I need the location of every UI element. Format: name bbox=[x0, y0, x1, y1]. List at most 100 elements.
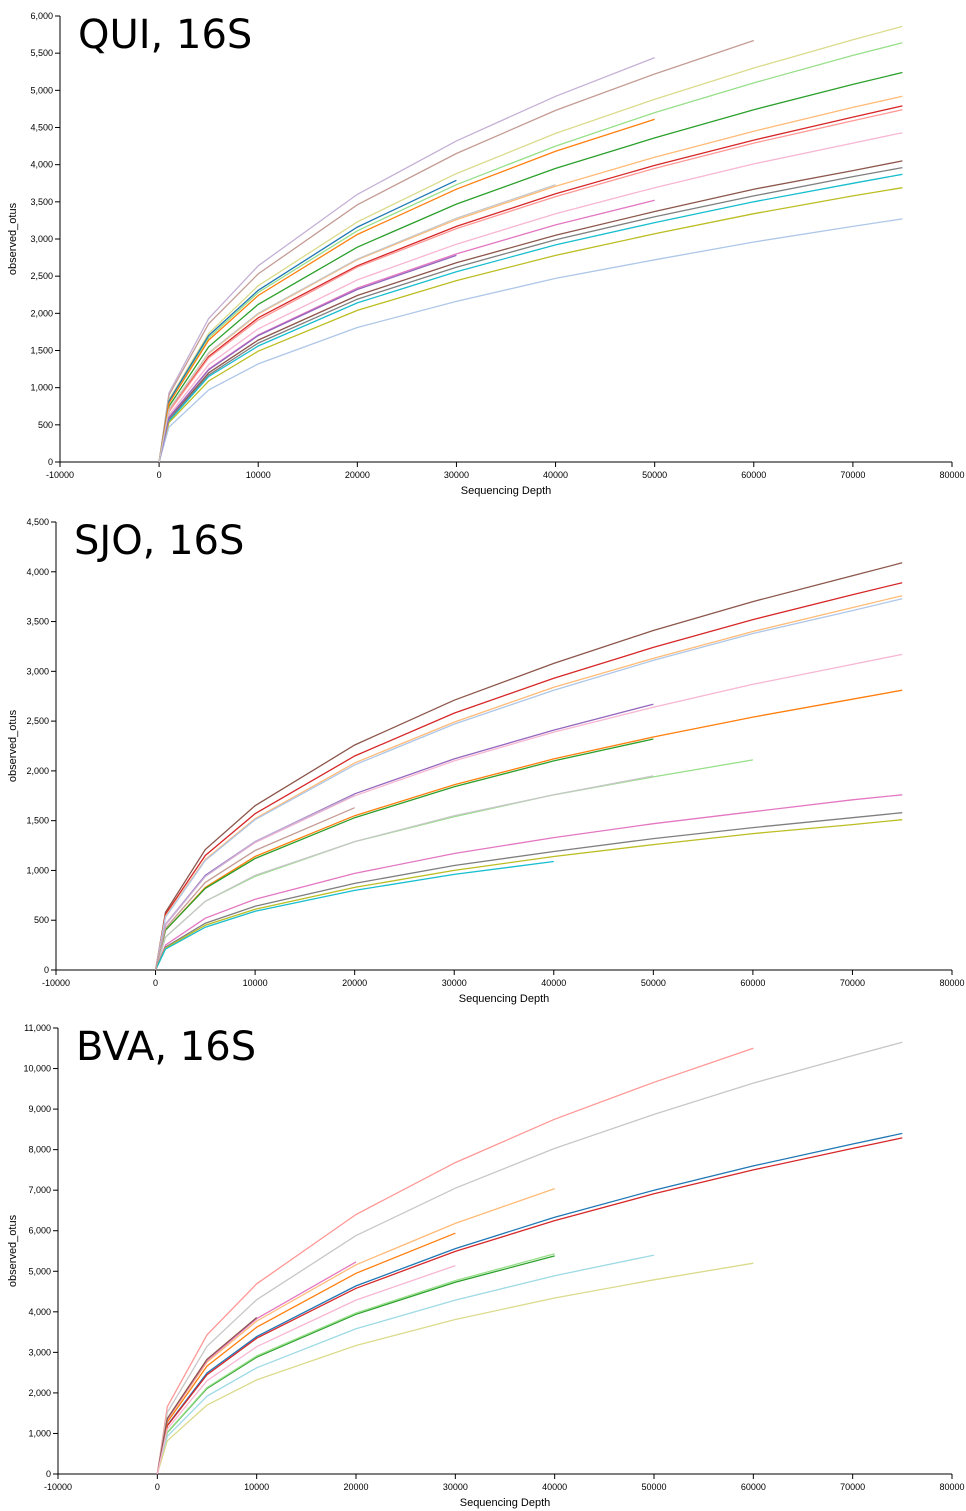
x-tick-label: 80000 bbox=[939, 1482, 964, 1492]
series-line bbox=[156, 1187, 555, 1475]
x-tick-label: 60000 bbox=[741, 470, 766, 480]
series-line bbox=[158, 160, 903, 463]
x-tick-label: 0 bbox=[153, 978, 158, 988]
x-tick-label: 80000 bbox=[939, 978, 964, 988]
y-tick-label: 4,000 bbox=[28, 1307, 51, 1317]
y-tick-label: 1,500 bbox=[26, 816, 49, 826]
x-tick-label: 70000 bbox=[840, 978, 865, 988]
series-line bbox=[158, 95, 903, 463]
chart-panel: 0 500 1,000 1,500 2,000 2,500 3,000 3,500 4,000 4… bbox=[7, 517, 965, 1005]
series-line bbox=[154, 582, 903, 971]
y-tick-label: 4,500 bbox=[26, 517, 49, 527]
series-line bbox=[154, 775, 654, 971]
x-tick-label: 20000 bbox=[342, 978, 367, 988]
y-tick-label: 3,000 bbox=[28, 1347, 51, 1357]
y-axis-label: observed_otus bbox=[7, 202, 19, 275]
y-tick-label: 3,000 bbox=[30, 234, 53, 244]
y-tick-label: 9,000 bbox=[28, 1104, 51, 1114]
x-tick-label: -10000 bbox=[44, 1482, 72, 1492]
y-tick-label: 3,500 bbox=[30, 197, 53, 207]
y-tick-label: 8,000 bbox=[28, 1145, 51, 1155]
x-tick-label: 50000 bbox=[642, 470, 667, 480]
y-tick-label: 4,500 bbox=[30, 123, 53, 133]
x-tick-label: 0 bbox=[157, 470, 162, 480]
series-line bbox=[156, 1047, 754, 1475]
y-tick-label: 6,000 bbox=[28, 1226, 51, 1236]
x-tick-label: 20000 bbox=[343, 1482, 368, 1492]
y-tick-label: 5,500 bbox=[30, 48, 53, 58]
series-line bbox=[156, 1253, 555, 1475]
series-line bbox=[156, 1262, 754, 1475]
x-tick-label: 70000 bbox=[840, 470, 865, 480]
x-tick-label: 10000 bbox=[244, 1482, 269, 1492]
y-tick-label: 5,000 bbox=[30, 85, 53, 95]
y-tick-label: 6,000 bbox=[30, 11, 53, 21]
y-tick-label: 1,000 bbox=[30, 383, 53, 393]
x-tick-label: 60000 bbox=[741, 1482, 766, 1492]
y-tick-label: 0 bbox=[48, 457, 53, 467]
y-tick-label: 1,000 bbox=[28, 1428, 51, 1438]
y-tick-label: 500 bbox=[38, 420, 53, 430]
series-line bbox=[155, 819, 903, 971]
series-line bbox=[156, 1317, 258, 1475]
y-axis-label: observed_otus bbox=[7, 709, 19, 782]
y-tick-label: 5,000 bbox=[28, 1266, 51, 1276]
series-line bbox=[154, 562, 903, 971]
y-tick-label: 0 bbox=[44, 965, 49, 975]
y-tick-label: 2,000 bbox=[28, 1388, 51, 1398]
y-tick-label: 4,000 bbox=[30, 160, 53, 170]
x-tick-label: 30000 bbox=[443, 1482, 468, 1492]
y-tick-label: 3,500 bbox=[26, 617, 49, 627]
series-line bbox=[158, 109, 903, 463]
x-tick-label: 40000 bbox=[543, 470, 568, 480]
x-tick-label: -10000 bbox=[46, 470, 74, 480]
series-line bbox=[158, 173, 903, 463]
y-tick-label: 2,500 bbox=[30, 271, 53, 281]
y-tick-label: 7,000 bbox=[28, 1185, 51, 1195]
x-tick-label: 50000 bbox=[641, 1482, 666, 1492]
y-tick-label: 2,000 bbox=[30, 308, 53, 318]
y-tick-label: 1,500 bbox=[30, 346, 53, 356]
series-line bbox=[154, 807, 355, 971]
y-tick-label: 4,000 bbox=[26, 567, 49, 577]
series-line bbox=[154, 738, 654, 971]
series-line bbox=[156, 1041, 903, 1475]
series-line bbox=[158, 187, 903, 463]
y-tick-label: 500 bbox=[34, 915, 49, 925]
x-tick-label: 20000 bbox=[345, 470, 370, 480]
series-line bbox=[158, 184, 556, 463]
series-line bbox=[154, 595, 903, 971]
x-tick-label: -10000 bbox=[42, 978, 70, 988]
y-tick-label: 2,000 bbox=[26, 766, 49, 776]
series-line bbox=[155, 812, 903, 971]
series-line bbox=[158, 25, 903, 463]
series-line bbox=[156, 1132, 903, 1475]
series-line bbox=[158, 42, 903, 463]
x-tick-label: 40000 bbox=[542, 1482, 567, 1492]
x-tick-label: 40000 bbox=[541, 978, 566, 988]
series-line bbox=[156, 1137, 903, 1475]
y-tick-label: 10,000 bbox=[23, 1064, 51, 1074]
y-axis-label: observed_otus bbox=[7, 1214, 19, 1287]
y-tick-label: 3,000 bbox=[26, 666, 49, 676]
series-line bbox=[158, 132, 903, 463]
x-tick-label: 0 bbox=[155, 1482, 160, 1492]
x-axis-label: Sequencing Depth bbox=[460, 1497, 551, 1509]
series-line bbox=[158, 254, 457, 463]
series-line bbox=[155, 860, 554, 971]
x-tick-label: 50000 bbox=[641, 978, 666, 988]
series-line bbox=[158, 56, 655, 463]
x-tick-label: 10000 bbox=[243, 978, 268, 988]
chart-title: SJO, 16S bbox=[74, 518, 244, 564]
series-line bbox=[158, 166, 903, 463]
y-tick-label: 11,000 bbox=[24, 1023, 51, 1033]
series-line bbox=[154, 794, 903, 971]
chart-title: QUI, 16S bbox=[78, 12, 252, 58]
series-line bbox=[156, 1264, 456, 1475]
x-axis-label: Sequencing Depth bbox=[459, 993, 550, 1005]
x-tick-label: 10000 bbox=[246, 470, 271, 480]
series-line bbox=[158, 39, 755, 463]
chart-title: BVA, 16S bbox=[76, 1024, 256, 1070]
x-tick-label: 60000 bbox=[740, 978, 765, 988]
